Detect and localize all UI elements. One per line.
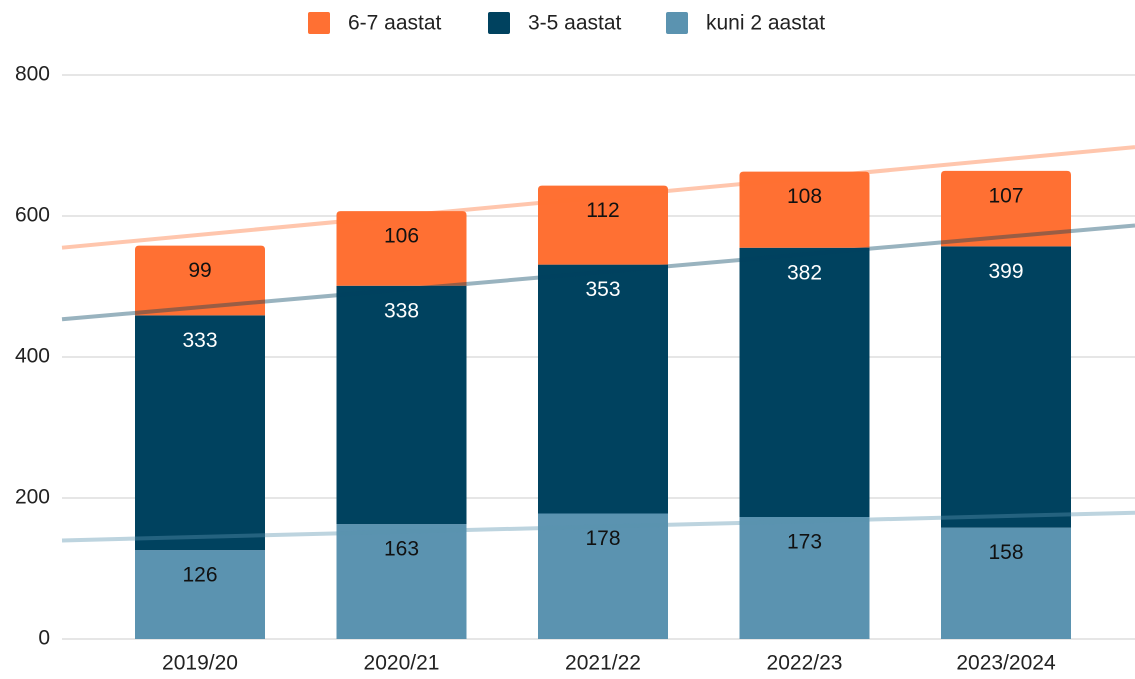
bar-segment: [941, 527, 1071, 639]
bar-segment: [941, 170, 1071, 247]
bar-segment: [336, 211, 467, 286]
bar-segment: [336, 285, 467, 525]
bar-segment: [739, 171, 870, 248]
bar-segment: [135, 315, 265, 551]
value-label: 353: [585, 278, 620, 301]
value-label: 106: [384, 225, 419, 248]
bar-segment: [739, 517, 870, 639]
legend-label: 3-5 aastat: [528, 12, 622, 35]
value-label: 158: [988, 541, 1023, 564]
y-tick-label: 800: [15, 63, 50, 86]
bar-segment: [336, 524, 467, 639]
value-label: 399: [988, 260, 1023, 283]
value-label: 107: [988, 184, 1023, 207]
bar-segment: [941, 246, 1071, 528]
value-label: 99: [188, 259, 211, 282]
trendline: [61, 145, 1135, 250]
legend-swatch: [308, 12, 330, 34]
x-tick-label: 2021/22: [565, 652, 641, 675]
trendline: [61, 223, 1135, 322]
legend-label: kuni 2 aastat: [706, 12, 825, 35]
value-label: 108: [787, 185, 822, 208]
bar-segment: [538, 513, 668, 639]
value-label: 126: [182, 564, 217, 587]
value-label: 382: [787, 261, 822, 284]
y-tick-label: 200: [15, 486, 50, 509]
x-tick-label: 2020/21: [364, 652, 440, 675]
x-tick-label: 2022/23: [767, 652, 843, 675]
bar-segment: [538, 264, 668, 514]
legend-swatch: [488, 12, 510, 34]
bar-segment: [135, 550, 265, 639]
value-label: 173: [787, 531, 822, 554]
bar-segment: [135, 245, 265, 316]
value-label: 112: [586, 199, 619, 222]
value-label: 338: [384, 299, 419, 322]
value-label: 333: [182, 329, 217, 352]
x-tick-label: 2023/2024: [956, 652, 1056, 675]
value-label: 163: [384, 538, 419, 561]
y-tick-label: 600: [15, 204, 50, 227]
legend-swatch: [666, 12, 688, 34]
trendline: [61, 510, 1135, 543]
y-tick-label: 400: [15, 345, 50, 368]
y-tick-label: 0: [38, 627, 50, 650]
bar-segment: [739, 247, 870, 518]
bar-segment: [538, 185, 668, 265]
x-tick-label: 2019/20: [162, 652, 238, 675]
legend-label: 6-7 aastat: [348, 12, 442, 35]
value-label: 178: [585, 527, 620, 550]
